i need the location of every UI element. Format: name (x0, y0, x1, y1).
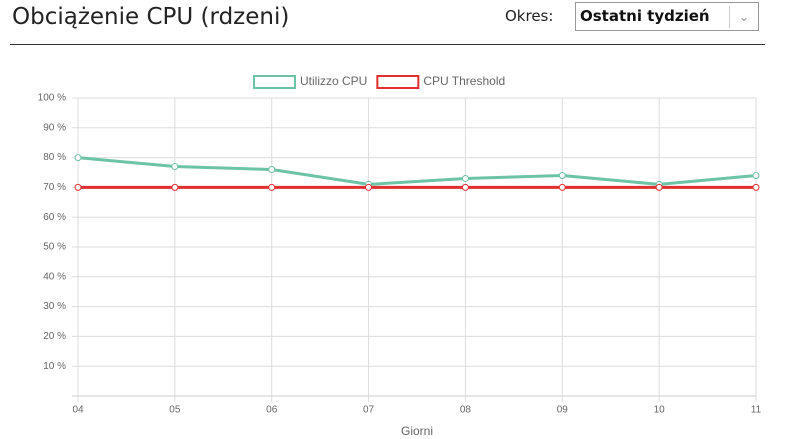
x-tick-label: 10 (654, 405, 666, 416)
data-point (268, 183, 276, 191)
y-tick-label: 10 % (43, 361, 66, 372)
y-tick-label: 100 % (38, 93, 66, 104)
y-tick-label: 90 % (43, 122, 66, 133)
legend-label: CPU Threshold (423, 74, 505, 88)
data-point (655, 183, 663, 191)
x-tick-label: 06 (266, 405, 278, 416)
x-tick-label: 04 (72, 405, 84, 416)
legend-swatch (376, 75, 420, 89)
data-point (171, 183, 179, 191)
y-tick-label: 20 % (43, 331, 66, 342)
data-point (461, 183, 469, 191)
series-line (77, 156, 757, 186)
dropdown-arrow[interactable]: ⌄ (729, 6, 758, 28)
y-tick-label: 50 % (43, 242, 66, 253)
data-point (365, 183, 373, 191)
y-tick-label: 30 % (43, 301, 66, 312)
data-point (558, 183, 566, 191)
x-tick-label: 09 (557, 405, 569, 416)
data-point (74, 154, 82, 162)
y-tick-label: 60 % (43, 212, 66, 223)
legend-label: Utilizzo CPU (300, 74, 367, 88)
period-value: Ostatni tydzień (580, 7, 710, 25)
data-point (752, 171, 760, 179)
data-point (268, 166, 276, 174)
page-title: Obciążenie CPU (rdzeni) (12, 4, 290, 30)
data-point (752, 183, 760, 191)
x-tick-label: 08 (460, 405, 472, 416)
title-rule (10, 44, 765, 45)
x-axis-label: Giorni (401, 424, 433, 438)
y-tick-label: 80 % (43, 152, 66, 163)
period-select[interactable]: Ostatni tydzień ⌄ (575, 2, 759, 31)
data-point (461, 174, 469, 182)
data-point (74, 183, 82, 191)
legend-swatch (253, 75, 296, 89)
data-point (171, 163, 179, 171)
x-tick-label: 05 (169, 405, 181, 416)
x-tick-label: 11 (751, 405, 762, 416)
x-tick-label: 07 (363, 405, 375, 416)
y-tick-label: 70 % (43, 182, 66, 193)
y-tick-label: 40 % (43, 271, 66, 282)
data-point (558, 171, 566, 179)
period-label: Okres: (505, 7, 554, 25)
